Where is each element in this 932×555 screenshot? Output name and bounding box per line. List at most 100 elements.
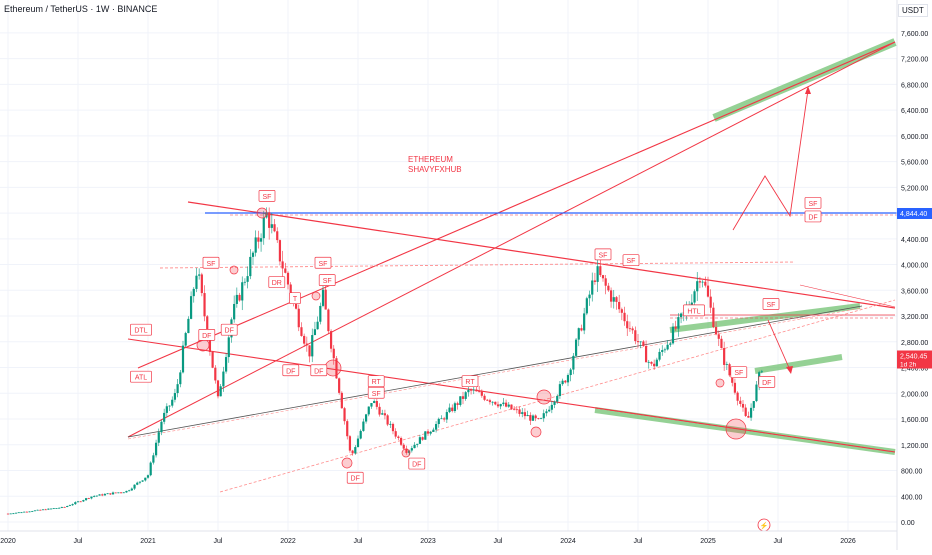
candle-body [300, 327, 303, 336]
candle-body [542, 413, 545, 419]
candle-body [319, 305, 322, 322]
annotation-label: SF [207, 261, 216, 268]
x-tick-label: Jul [354, 538, 363, 545]
candle-body [432, 429, 435, 432]
candle-body [136, 482, 139, 485]
annotation-label: T [293, 296, 298, 303]
candle-body [507, 404, 510, 407]
x-tick-label: Jul [214, 538, 223, 545]
candle-body [658, 351, 661, 360]
candle-body [146, 475, 150, 478]
chart-title: Ethereum / TetherUS · 1W · BINANCE [4, 4, 158, 14]
candle-body [289, 284, 292, 297]
candle-body [397, 436, 400, 439]
y-tick-label: 3,600.00 [901, 288, 928, 295]
annotation-label: SF [599, 252, 608, 259]
y-tick-label: 800.00 [901, 469, 923, 476]
annotation-box [804, 210, 822, 223]
candle-body [381, 413, 384, 415]
candle-body [305, 343, 308, 346]
candle-body [529, 415, 532, 421]
candle-body [338, 378, 341, 393]
candle-body [370, 403, 373, 407]
y-tick-label: 4,400.00 [901, 237, 928, 244]
annotation-label: RT [372, 379, 382, 386]
candle-body [179, 372, 182, 385]
candle-body [386, 415, 389, 425]
candle-body [510, 404, 513, 410]
candle-body [17, 512, 20, 514]
currency-label[interactable]: USDT [898, 4, 928, 17]
candle-body [198, 274, 201, 276]
y-tick-label: 6,800.00 [901, 82, 928, 89]
candle-body [523, 412, 527, 417]
candle-body [103, 494, 107, 496]
candle-body [421, 437, 424, 440]
candle-body [518, 409, 521, 414]
candle-body [222, 371, 225, 387]
candle-body [39, 509, 42, 511]
x-tick-label: 2026 [840, 538, 856, 545]
projection-down [767, 319, 791, 371]
candle-body [706, 285, 710, 297]
candle-body [308, 345, 311, 357]
annotation-label: ATL [135, 375, 147, 382]
candle-body [168, 405, 171, 407]
candle-body [95, 495, 98, 497]
x-tick-label: Jul [494, 538, 503, 545]
y-tick-label: 6,000.00 [901, 134, 928, 141]
candle-body [655, 359, 658, 367]
candle-body [577, 328, 580, 340]
annotation-label: DTL [134, 328, 147, 335]
candle-body [644, 346, 648, 363]
candle-body [580, 328, 583, 331]
candle-body [674, 326, 677, 329]
candle-body [467, 389, 470, 393]
candle-body [661, 350, 664, 352]
candle-body [593, 280, 597, 282]
candle-body [696, 281, 699, 292]
candle-body [426, 431, 430, 434]
x-tick-label: 2021 [140, 538, 156, 545]
candle-body [327, 309, 330, 332]
candle-body [631, 328, 634, 331]
annotation-box [282, 364, 300, 377]
annotation-label: SF [323, 278, 332, 285]
annotation-label: HTL [687, 308, 700, 315]
candle-body [152, 455, 155, 463]
candle-body [224, 357, 228, 372]
candle-body [351, 450, 354, 454]
candle-body [413, 444, 416, 449]
candle-body [12, 513, 15, 515]
annotation-box [258, 189, 276, 202]
candle-body [531, 415, 535, 421]
candle-body [329, 331, 333, 349]
candle-body [709, 296, 712, 308]
candle-body [286, 272, 290, 285]
annotation-label: DF [808, 214, 817, 221]
candle-body [346, 421, 349, 437]
pattern-marker [196, 338, 210, 352]
x-tick-label: 2022 [280, 538, 296, 545]
candle-body [359, 430, 362, 439]
candle-body [480, 391, 483, 396]
annotation-label: SF [319, 261, 328, 268]
candle-body [160, 421, 163, 433]
candle-body [313, 329, 317, 336]
candle-body [6, 513, 10, 515]
candle-body [216, 380, 220, 397]
candle-body [615, 297, 618, 302]
annotation-box [289, 292, 301, 305]
annotation-label: SF [734, 370, 743, 377]
candle-body [111, 492, 115, 495]
candle-body [109, 493, 112, 495]
candle-body [181, 345, 185, 373]
candle-body [23, 511, 26, 513]
candle-body [472, 389, 475, 391]
candle-body [149, 462, 152, 476]
trendline [137, 41, 896, 369]
candle-body [601, 275, 605, 279]
candle-body [747, 415, 750, 418]
candle-body [663, 349, 667, 351]
